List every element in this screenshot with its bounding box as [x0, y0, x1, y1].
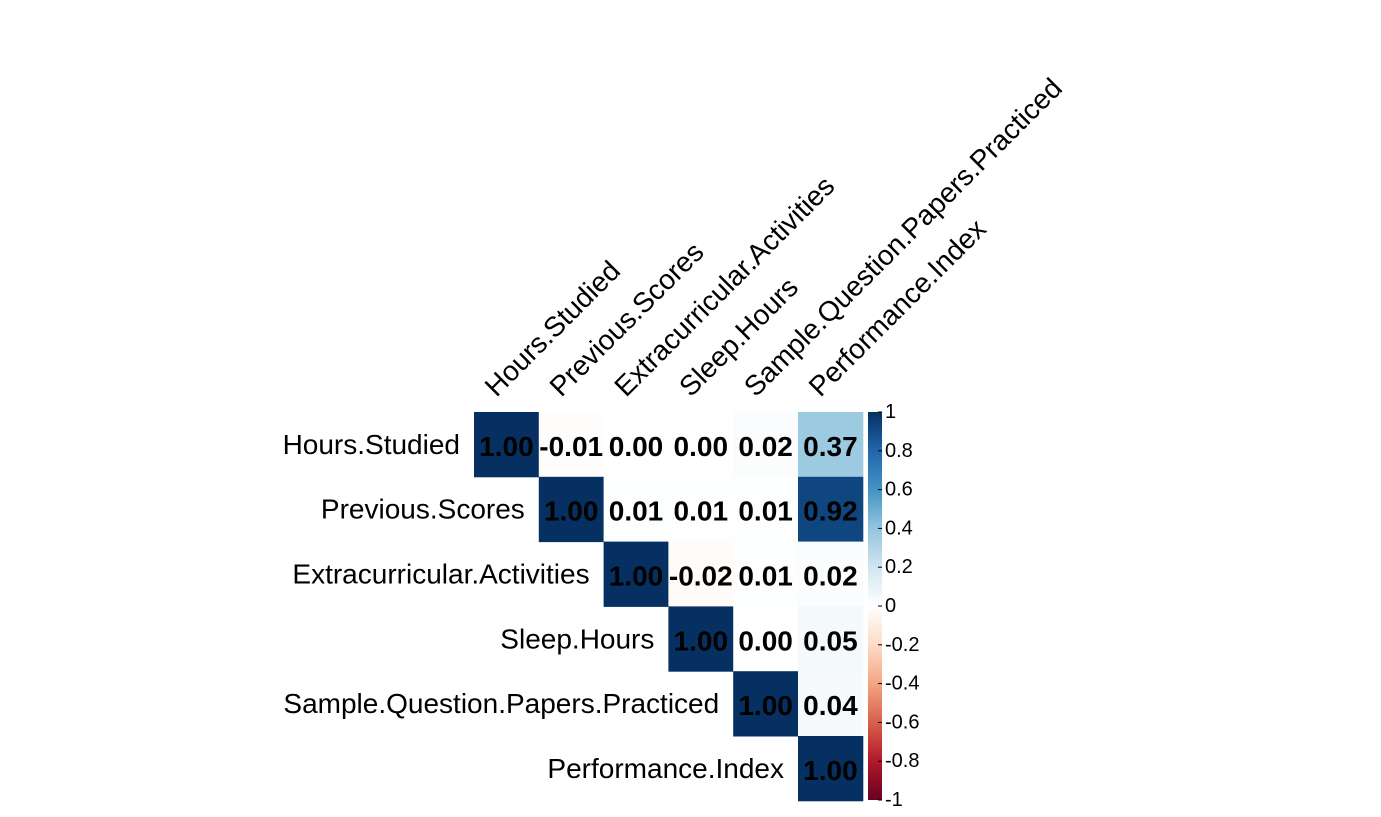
heatmap-cell-r1-c1: [538, 476, 605, 543]
cell-value-label-r0-c3: 0.00: [674, 431, 729, 462]
cell-value-label-r4-c5: 0.04: [803, 690, 858, 721]
row-label-sample-question-papers-practiced: Sample.Question.Papers.Practiced: [283, 688, 719, 719]
cell-value-label-r1-c3: 0.01: [674, 496, 729, 527]
row-label-performance-index: Performance.Index: [547, 753, 784, 784]
cell-value-label-r3-c4: 0.00: [738, 625, 793, 656]
heatmap-cell-r2-c4: [733, 541, 799, 607]
legend-tick-label: 0.4: [885, 517, 913, 539]
legend-tick-label: -0.2: [885, 634, 919, 656]
color-legend: 1 0.8 0.6 0.4 0.2 0 -0.2 -0.4 -0.6 -0.8 -1: [868, 401, 919, 811]
legend-tick-label: 0: [885, 595, 896, 617]
cell-value-label-r2-c4: 0.01: [738, 561, 793, 592]
heatmap-cell-r2-c5: [798, 541, 864, 607]
cell-value-label-r3-c3: 1.00: [674, 625, 729, 656]
heatmap-cell-r0-c2: [603, 412, 669, 478]
heatmap-cell-r0-c5: [798, 412, 864, 478]
cell-value-label-r0-c2: 0.00: [609, 431, 664, 462]
heatmap-cell-r0-c3: [668, 412, 734, 478]
legend-tick-label: 1: [885, 401, 896, 423]
legend-tick-label: 0.8: [885, 440, 913, 462]
heatmap-cell-r4-c4: [733, 671, 799, 737]
heatmap-cell-r1-c3: [668, 476, 734, 543]
heatmap-cell-r4-c5: [798, 671, 864, 737]
cell-value-label-r3-c5: 0.05: [803, 625, 858, 656]
cell-value-label-r2-c2: 1.00: [609, 561, 664, 592]
row-label-extracurricular-activities: Extracurricular.Activities: [292, 559, 589, 590]
cell-value-label-r0-c5: 0.37: [803, 431, 858, 462]
legend-ticks: 1 0.8 0.6 0.4 0.2 0 -0.2 -0.4 -0.6 -0.8 -1: [878, 401, 919, 811]
heatmap-cell-r2-c2: [603, 541, 669, 607]
heatmap-cell-r3-c4: [733, 606, 799, 672]
legend-tick-label: -0.6: [885, 711, 919, 733]
heatmap-cell-r1-c2: [603, 476, 669, 543]
heatmap-cell-r0-c4: [733, 412, 799, 478]
heatmap-cell-r0-c1: [538, 412, 605, 478]
heatmap-cell-labels: 1.00 -0.01 0.00 0.00 0.02 0.371.00 0.01 0.01 0.0…: [479, 431, 858, 786]
cell-value-label-r1-c2: 0.01: [609, 496, 664, 527]
legend-tick-label: 0.6: [885, 479, 913, 501]
cell-value-label-r1-c4: 0.01: [738, 496, 793, 527]
legend-tick-label: -0.4: [885, 673, 919, 695]
cell-value-label-r0-c0: 1.00: [479, 431, 534, 462]
cell-value-label-r0-c1: -0.01: [539, 431, 603, 462]
cell-value-label-r2-c3: -0.02: [669, 561, 733, 592]
heatmap-cell-r1-c4: [733, 476, 799, 543]
heatmap-cell-r1-c5: [798, 476, 864, 543]
heatmap-cells: [474, 412, 864, 802]
legend-tick-label: 0.2: [885, 556, 913, 578]
cell-value-label-r4-c4: 1.00: [738, 690, 793, 721]
heatmap-cell-r3-c5: [798, 606, 864, 672]
cell-value-label-r2-c5: 0.02: [803, 561, 858, 592]
column-labels: Hours.StudiedPrevious.ScoresExtracurricu…: [479, 72, 1068, 402]
heatmap-cell-r3-c3: [668, 606, 734, 672]
legend-tick-label: -1: [885, 789, 903, 811]
heatmap-cell-r5-c5: [798, 736, 864, 802]
row-labels: Hours.Studied Previous.Scores Extracurricu…: [283, 429, 784, 784]
row-label-previous-scores: Previous.Scores: [321, 494, 525, 525]
heatmap-cell-r0-c0: [474, 412, 540, 478]
cell-value-label-r0-c4: 0.02: [738, 431, 793, 462]
row-label-hours-studied: Hours.Studied: [283, 429, 460, 460]
row-label-sleep-hours: Sleep.Hours: [500, 623, 654, 654]
legend-color-bar: [868, 412, 882, 800]
legend-tick-label: -0.8: [885, 750, 919, 772]
cell-value-label-r1-c1: 1.00: [544, 496, 599, 527]
heatmap-cell-r2-c3: [668, 541, 734, 607]
cell-value-label-r1-c5: 0.92: [803, 496, 858, 527]
cell-value-label-r5-c5: 1.00: [803, 755, 858, 786]
